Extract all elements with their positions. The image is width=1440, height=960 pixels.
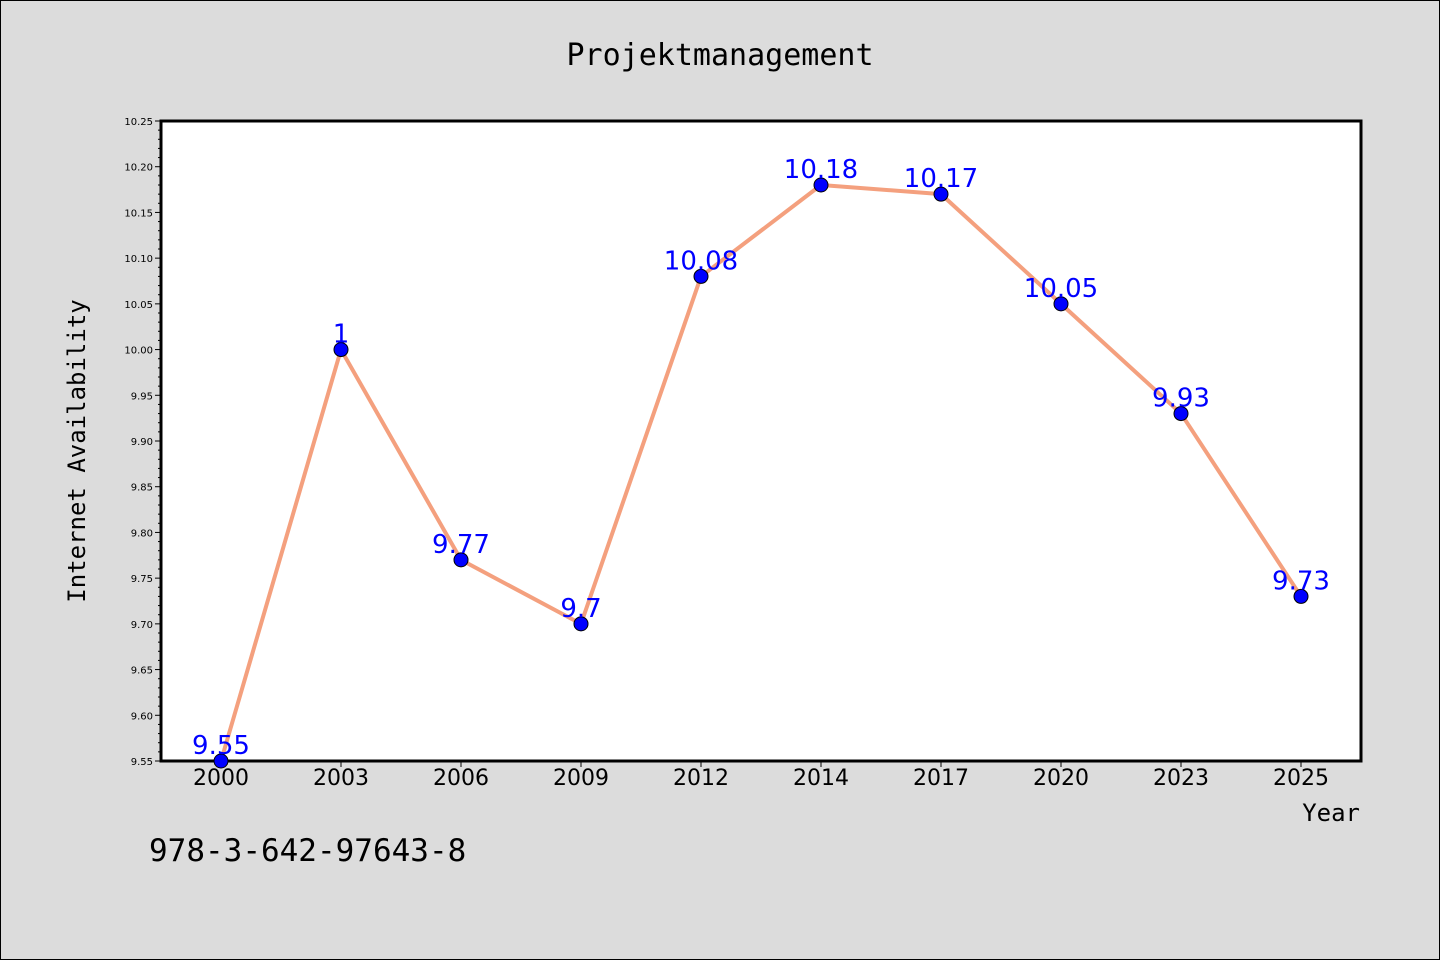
data-labels: 9.55 1 9.77 9.7 10.08 10.18 10.17 10.05 9.93 9.73 <box>192 155 1330 761</box>
data-label: 10.18 <box>784 155 858 185</box>
series-polyline <box>219 183 1303 762</box>
data-label: 10.08 <box>664 246 738 276</box>
data-label: 1 <box>333 320 350 350</box>
data-point <box>1053 296 1069 312</box>
x-tick-label: 2009 <box>553 766 609 791</box>
x-tick-label: 2000 <box>193 766 249 791</box>
y-axis-title: Internet Availability <box>63 299 91 602</box>
data-label: 9.77 <box>432 530 490 560</box>
series-line <box>219 183 1303 762</box>
plot-area <box>159 119 1363 763</box>
y-tick-label: 10.20 <box>124 163 153 174</box>
data-point <box>1293 588 1309 604</box>
x-tick-label: 2006 <box>433 766 489 791</box>
y-tick-label: 10.15 <box>124 208 153 219</box>
y-tick-label: 9.95 <box>131 391 153 402</box>
y-tick-label: 10.10 <box>124 254 153 265</box>
x-tick-label: 2012 <box>673 766 729 791</box>
data-label: 9.7 <box>560 594 601 624</box>
y-axis: 9.55 9.60 9.65 9.70 9.75 9.80 9.85 9.90 9.95 10.0… <box>124 117 161 768</box>
y-tick-label: 9.60 <box>131 711 153 722</box>
data-label: 9.73 <box>1272 566 1330 596</box>
chart-title: Projektmanagement <box>566 38 873 73</box>
x-tick-label: 2003 <box>313 766 369 791</box>
footer-isbn: 978-3-642-97643-8 <box>149 833 467 869</box>
x-tick-label: 2020 <box>1033 766 1089 791</box>
data-label: 10.05 <box>1024 274 1098 304</box>
data-point <box>693 268 709 284</box>
data-point <box>573 616 589 632</box>
data-point <box>453 552 469 568</box>
y-tick-label: 10.25 <box>124 117 153 128</box>
data-point <box>813 177 829 193</box>
x-tick-label: 2014 <box>793 766 849 791</box>
x-axis: 2000 2003 2006 2009 2012 2014 2017 2020 2023 2025 <box>193 761 1329 791</box>
y-tick-label: 9.75 <box>131 574 153 585</box>
y-tick-label: 9.90 <box>131 437 153 448</box>
data-point <box>933 186 949 202</box>
x-axis-title: Year <box>1302 799 1360 827</box>
x-tick-label: 2017 <box>913 766 969 791</box>
x-tick-label: 2025 <box>1273 766 1329 791</box>
data-point <box>1173 406 1189 422</box>
y-tick-label: 10.05 <box>124 300 153 311</box>
y-tick-label: 9.70 <box>131 620 153 631</box>
y-tick-label: 9.55 <box>131 757 153 768</box>
data-markers <box>213 177 1309 769</box>
y-tick-label: 10.00 <box>124 346 153 357</box>
data-label: 9.93 <box>1152 384 1210 414</box>
x-tick-label: 2023 <box>1153 766 1209 791</box>
data-label: 10.17 <box>904 164 978 194</box>
y-tick-label: 9.85 <box>131 483 153 494</box>
y-tick-label: 9.80 <box>131 528 153 539</box>
data-label: 9.55 <box>192 731 250 761</box>
data-point <box>213 753 229 769</box>
y-tick-label: 9.65 <box>131 666 153 677</box>
data-point <box>333 342 349 358</box>
